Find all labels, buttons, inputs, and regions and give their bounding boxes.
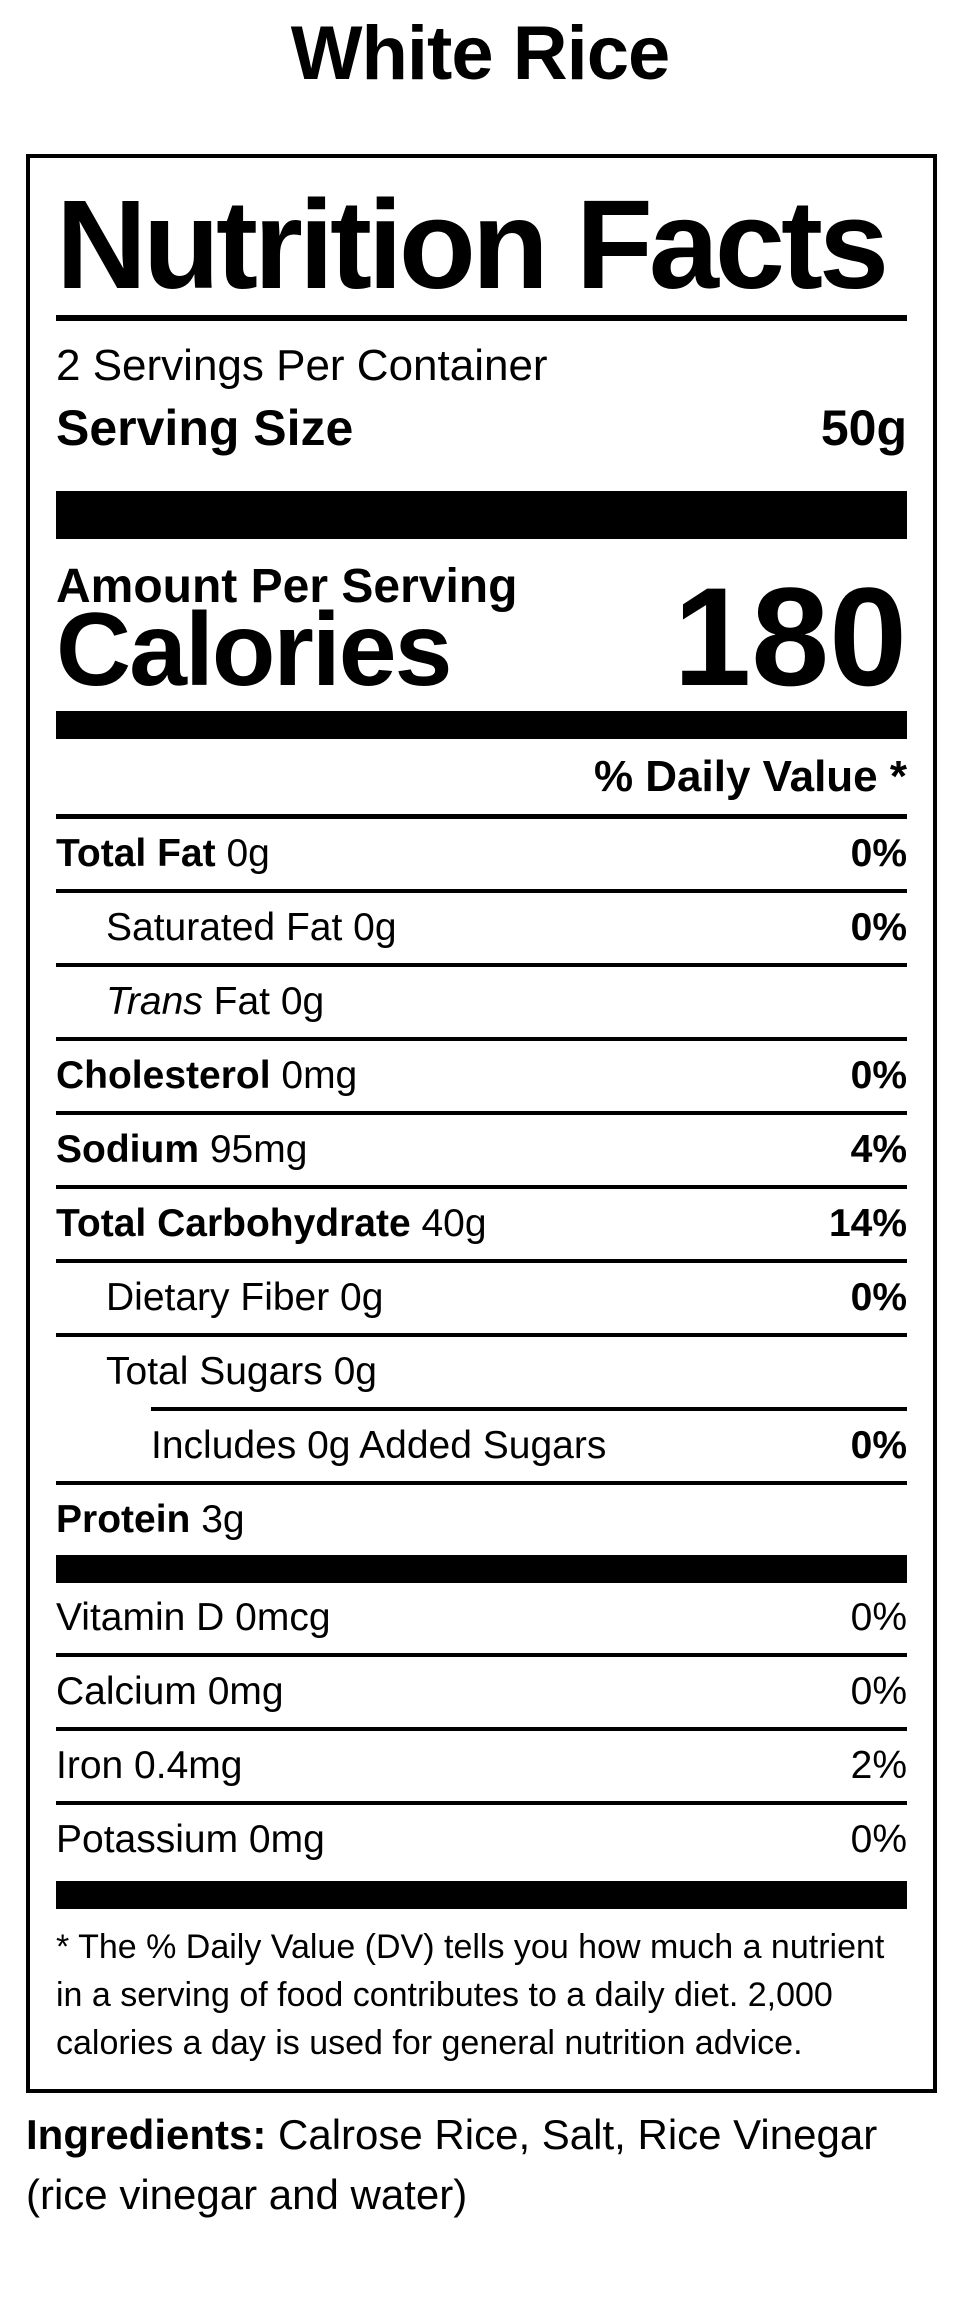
- title-divider: [56, 315, 907, 321]
- row-divider: [56, 1800, 907, 1805]
- vitamin-name: Vitamin D 0mcg: [56, 1596, 331, 1640]
- nutrient-percent: 0%: [850, 906, 907, 950]
- table-row: Trans Fat 0g: [56, 967, 907, 1037]
- daily-value-footnote: * The % Daily Value (DV) tells you how m…: [56, 1927, 885, 2062]
- row-divider: [56, 1110, 907, 1115]
- row-divider: [56, 1480, 907, 1485]
- nutrient-name: Saturated Fat 0g: [106, 906, 397, 950]
- table-row: Total Fat 0g 0%: [56, 819, 907, 889]
- nutrient-name: Protein 3g: [56, 1498, 245, 1542]
- table-row: Protein 3g: [56, 1485, 907, 1555]
- section-bar-calories: [56, 711, 907, 740]
- row-divider: [56, 1184, 907, 1189]
- calories-label: Calories: [56, 592, 452, 709]
- calories-section: Amount Per Serving Calories 180: [56, 539, 907, 711]
- section-bar-top: [56, 491, 907, 540]
- nutrient-name: Trans Fat 0g: [106, 980, 325, 1024]
- vitamin-percent: 0%: [850, 1596, 907, 1640]
- ingredients-text: Calrose Rice, Salt, Rice Vinegar (rice v…: [26, 2110, 878, 2218]
- nutrient-name: Dietary Fiber 0g: [106, 1276, 384, 1320]
- nutrition-facts-title: Nutrition Facts: [56, 174, 889, 315]
- table-row: Total Sugars 0g: [56, 1337, 907, 1407]
- nutrient-percent: 0%: [850, 1276, 907, 1320]
- table-row: Calcium 0mg 0%: [56, 1657, 907, 1727]
- vitamin-percent: 2%: [850, 1744, 907, 1788]
- nutrient-percent: 0%: [850, 832, 907, 876]
- daily-value-header: % Daily Value *: [593, 752, 907, 802]
- vitamin-name: Calcium 0mg: [56, 1670, 284, 1714]
- row-divider: [56, 1036, 907, 1041]
- daily-value-divider: [56, 813, 907, 819]
- page-title: White Rice: [290, 11, 671, 96]
- nutrient-percent: 0%: [850, 1424, 907, 1468]
- servings-per-container: 2 Servings Per Container: [56, 341, 548, 390]
- table-row: Dietary Fiber 0g 0%: [56, 1263, 907, 1333]
- nutrient-name: Total Fat 0g: [56, 832, 270, 876]
- calories-row: Calories 180: [56, 567, 907, 707]
- nutrient-percent: 0%: [850, 1054, 907, 1098]
- table-row: Includes 0g Added Sugars 0%: [56, 1411, 907, 1481]
- vitamin-percent: 0%: [850, 1670, 907, 1714]
- table-row: Saturated Fat 0g 0%: [56, 893, 907, 963]
- serving-size-row: Serving Size 50g: [56, 397, 907, 460]
- serving-size-value: 50g: [820, 399, 907, 456]
- nutrient-name: Cholesterol 0mg: [56, 1054, 358, 1098]
- amount-per-serving-label: Amount Per Serving: [56, 560, 518, 614]
- nutrient-name: Total Carbohydrate 40g: [56, 1202, 487, 1246]
- table-row: Potassium 0mg 0%: [56, 1805, 907, 1875]
- vitamin-name: Potassium 0mg: [56, 1818, 325, 1862]
- table-row: Sodium 95mg 4%: [56, 1115, 907, 1185]
- section-bar-footnote: [56, 1880, 907, 1909]
- table-row: Total Carbohydrate 40g 14%: [56, 1189, 907, 1259]
- row-divider: [56, 1652, 907, 1657]
- nutrient-name: Includes 0g Added Sugars: [151, 1424, 607, 1468]
- table-row: Cholesterol 0mg 0%: [56, 1041, 907, 1111]
- serving-size-label: Serving Size: [56, 399, 354, 456]
- row-divider: [56, 1332, 907, 1337]
- ingredients-label: Ingredients:: [26, 2110, 267, 2158]
- vitamin-rows: Vitamin D 0mcg 0% Calcium 0mg 0% Iron 0.4mg 2…: [56, 1583, 907, 1875]
- calories-value: 180: [673, 558, 907, 716]
- row-divider: [56, 1726, 907, 1731]
- nutrient-percent: 14%: [828, 1202, 907, 1246]
- nutrient-name: Sodium 95mg: [56, 1128, 308, 1172]
- row-divider: [56, 1258, 907, 1263]
- row-divider: [56, 962, 907, 967]
- vitamin-name: Iron 0.4mg: [56, 1744, 243, 1788]
- table-row: Vitamin D 0mcg 0%: [56, 1583, 907, 1653]
- nutrient-name: Total Sugars 0g: [106, 1350, 378, 1394]
- ingredients-line: Ingredients: Calrose Rice, Salt, Rice Vi…: [26, 2105, 931, 2225]
- nutrient-rows: Total Fat 0g 0% Saturated Fat 0g 0% Trans Fa…: [56, 819, 907, 1555]
- vitamin-percent: 0%: [850, 1818, 907, 1862]
- nutrition-facts-label: Nutrition Facts 2 Servings Per Container…: [26, 154, 937, 2093]
- table-row: Iron 0.4mg 2%: [56, 1731, 907, 1801]
- row-divider: [151, 1406, 907, 1411]
- row-divider: [56, 888, 907, 893]
- section-bar-protein: [56, 1554, 907, 1583]
- nutrient-percent: 4%: [850, 1128, 907, 1172]
